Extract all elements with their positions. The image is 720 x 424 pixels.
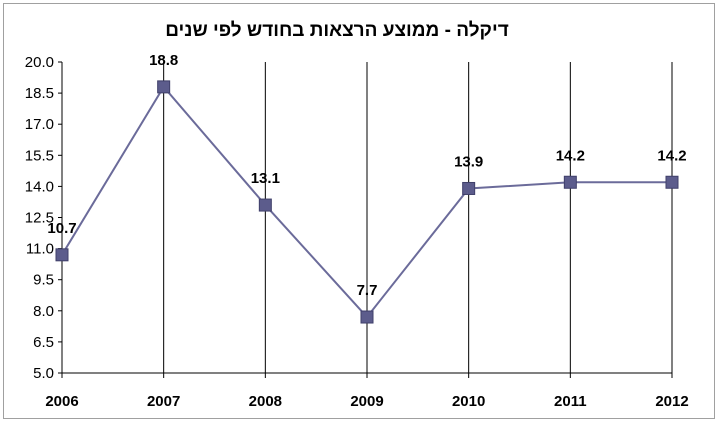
data-point-marker (563, 175, 577, 189)
data-point-marker (157, 80, 171, 94)
y-tick-label: 6.5 (33, 334, 54, 351)
x-tick-label: 2009 (350, 393, 383, 410)
y-tick-label: 5.0 (33, 365, 54, 382)
y-tick-label: 9.5 (33, 272, 54, 289)
data-label: 13.9 (454, 153, 483, 170)
x-tick-label: 2011 (554, 393, 587, 410)
data-labels: 10.7 18.8 13.1 7.7 13.9 14.2 14.2 (47, 52, 686, 299)
y-tick-label: 17.0 (25, 116, 54, 133)
y-tick-label: 14.0 (25, 178, 54, 195)
data-point-marker (462, 181, 476, 195)
data-point-marker (665, 175, 679, 189)
data-label: 14.2 (657, 147, 686, 164)
data-point-marker (360, 310, 374, 324)
y-tick-label: 18.5 (25, 85, 54, 102)
data-label: 10.7 (47, 220, 76, 237)
data-label: 7.7 (357, 282, 378, 299)
chart-frame: דיקלה - ממוצע הרצאות בחודש לפי שנים 5.0 6… (3, 3, 715, 419)
data-label: 14.2 (556, 147, 585, 164)
y-tick-label: 20.0 (25, 54, 54, 71)
x-tick-label: 2008 (249, 393, 282, 410)
data-point-marker (258, 198, 272, 212)
x-tick-label: 2012 (655, 393, 688, 410)
grid-lines (61, 62, 673, 373)
x-tick-label: 2007 (147, 393, 180, 410)
x-tick-label: 2006 (45, 393, 78, 410)
data-label: 13.1 (251, 170, 280, 187)
y-tick-label: 12.5 (25, 210, 54, 227)
y-tick-label: 8.0 (33, 303, 54, 320)
x-axis-ticks: 2006 2007 2008 2009 2010 2011 2012 (45, 373, 689, 410)
y-tick-label: 15.5 (25, 147, 54, 164)
data-point-marker (55, 248, 69, 262)
y-tick-label: 11.0 (26, 241, 54, 258)
x-tick-label: 2010 (452, 393, 485, 410)
data-label: 18.8 (149, 52, 178, 69)
chart-title: דיקלה - ממוצע הרצאות בחודש לפי שנים (165, 20, 509, 41)
line-chart: דיקלה - ממוצע הרצאות בחודש לפי שנים 5.0 6… (25, 20, 689, 410)
y-axis-ticks: 5.0 6.5 8.0 9.5 11.0 12.5 14.0 15.5 17.0 18.5 20.0 (25, 54, 62, 382)
series (55, 80, 679, 324)
